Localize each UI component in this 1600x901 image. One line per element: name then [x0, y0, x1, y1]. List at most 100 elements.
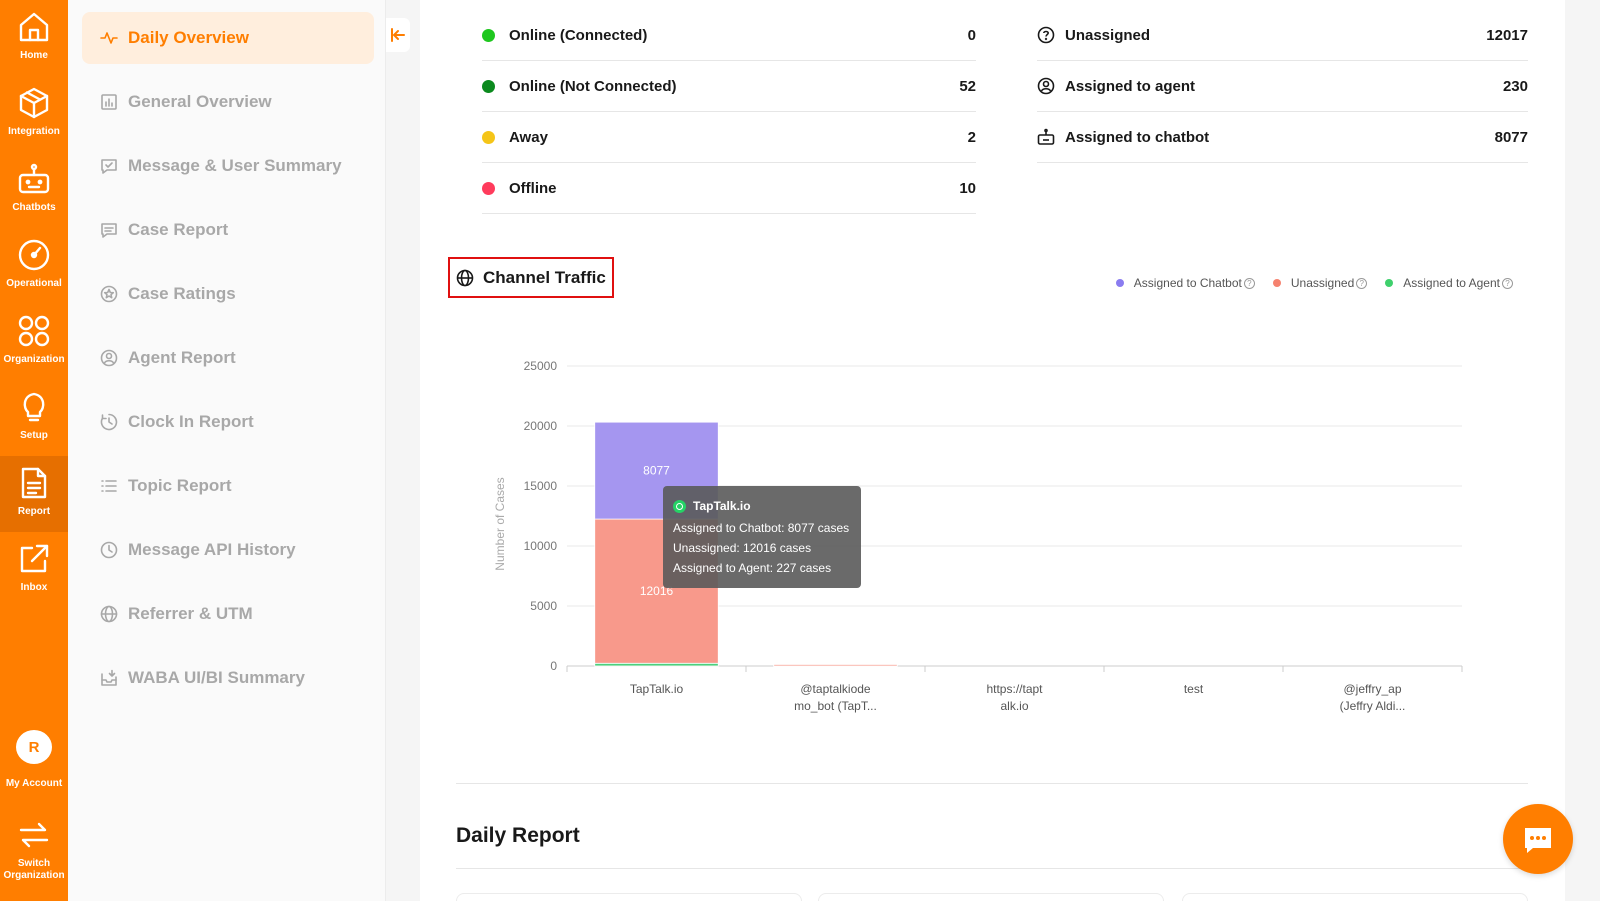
subnav-item-case-report[interactable]: Case Report	[82, 204, 374, 256]
clock-in-icon	[100, 413, 118, 431]
section-divider	[456, 783, 1528, 784]
rail-item-report[interactable]: Report	[0, 456, 68, 532]
message-lines-icon	[101, 223, 117, 238]
page-gutter	[1565, 0, 1600, 901]
subnav-item-label: Referrer & UTM	[128, 604, 253, 623]
legend-dot	[1272, 279, 1281, 287]
bar-segment	[594, 662, 719, 667]
rail-label: Inbox	[20, 582, 48, 593]
subnav-item-clock-in-report[interactable]: Clock In Report	[82, 396, 374, 448]
subnav-item-general-overview[interactable]: General Overview	[82, 76, 374, 128]
subnav-item-daily-overview[interactable]: Daily Overview	[82, 12, 374, 64]
switch-label-line1: Switch	[17, 858, 51, 869]
rail-item-integration[interactable]: Integration	[0, 76, 68, 152]
main-content: Online (Connected) 0 Online (Not Connect…	[420, 0, 1565, 901]
legend-item-agent[interactable]: Assigned to Agent ?	[1385, 276, 1513, 290]
status-label: Online (Connected)	[509, 26, 648, 44]
y-tick-label: 0	[550, 659, 557, 673]
data-label: 8077	[643, 464, 670, 478]
switch-label-line2: Organization	[3, 870, 65, 881]
rail-item-setup[interactable]: Setup	[0, 380, 68, 456]
daily-report-card	[1182, 893, 1528, 901]
rail-label: My Account	[5, 778, 63, 789]
case-status-assigned-agent: Assigned to agent 230	[1037, 61, 1528, 112]
robot-icon	[1037, 128, 1055, 145]
rail-item-organization[interactable]: Organization	[0, 304, 68, 380]
tooltip-line: Unassigned: 12016 cases	[673, 541, 812, 555]
status-label: Offline	[509, 179, 557, 197]
help-icon[interactable]: ?	[1356, 277, 1368, 289]
subnav-item-label: Case Report	[128, 220, 229, 239]
tooltip-title: TapTalk.io	[693, 499, 751, 513]
subnav-item-label: Clock In Report	[128, 412, 254, 431]
inbox-download-icon	[101, 669, 117, 686]
switch-arrows-icon	[19, 822, 49, 848]
external-link-icon	[20, 544, 49, 573]
rail-label: Switch Organization	[3, 858, 64, 882]
clock-icon	[100, 541, 118, 559]
bar-chart-icon	[101, 94, 117, 110]
case-status-value: 12017	[1486, 26, 1528, 44]
agent-status-away: Away 2	[482, 112, 976, 163]
legend-item-chatbot[interactable]: Assigned to Chatbot ?	[1115, 276, 1255, 290]
channel-traffic-title-text: Channel Traffic	[483, 268, 606, 287]
grid-circles-icon	[18, 315, 50, 347]
status-label: Online (Not Connected)	[509, 77, 677, 95]
subnav-item-topic-report[interactable]: Topic Report	[82, 460, 374, 512]
rail-label: Integration	[8, 126, 60, 137]
subnav-item-label: Case Ratings	[128, 284, 236, 303]
subnav-item-message-user-summary[interactable]: Message & User Summary	[82, 140, 374, 192]
subnav-item-case-ratings[interactable]: Case Ratings	[82, 268, 374, 320]
daily-report-card	[456, 893, 802, 901]
y-tick-label: 5000	[530, 599, 557, 613]
case-status-unassigned: Unassigned 12017	[1037, 10, 1528, 61]
status-dot	[482, 79, 495, 93]
x-tick-label: (Jeffry Aldi...	[1340, 699, 1406, 713]
subnav-item-label: General Overview	[128, 92, 272, 111]
globe-icon	[100, 605, 118, 623]
y-axis-label: Number of Cases	[493, 477, 507, 570]
daily-report-card	[818, 893, 1164, 901]
rail-label: Operational	[6, 278, 62, 289]
rail-item-operational[interactable]: Operational	[0, 228, 68, 304]
legend-item-unassigned[interactable]: Unassigned ?	[1272, 276, 1368, 290]
chart-legend: Assigned to Chatbot ? Unassigned ? Assig…	[1098, 276, 1513, 290]
collapse-left-icon	[391, 28, 405, 42]
case-status-value: 230	[1502, 77, 1528, 95]
subnav-item-agent-report[interactable]: Agent Report	[82, 332, 374, 384]
help-icon[interactable]: ?	[1243, 277, 1255, 289]
status-label: Away	[509, 128, 548, 146]
chat-bubble-icon	[1525, 828, 1551, 853]
agent-status-offline: Offline 10	[482, 163, 976, 214]
message-check-icon	[101, 159, 117, 174]
rail-label: Organization	[3, 354, 65, 365]
case-status-label: Unassigned	[1065, 26, 1151, 44]
rail-item-switch-organization[interactable]: Switch Organization	[0, 808, 68, 901]
gauge-icon	[18, 239, 50, 271]
collapse-sidebar-button[interactable]	[386, 18, 410, 52]
status-value: 10	[959, 179, 976, 197]
x-tick-label: mo_bot (TapT...	[794, 699, 877, 713]
globe-icon	[456, 269, 474, 287]
subnav-item-referrer-utm[interactable]: Referrer & UTM	[82, 588, 374, 640]
subnav-item-label: Message & User Summary	[128, 156, 342, 175]
legend-label: Assigned to Agent	[1403, 276, 1500, 290]
tooltip-line: Assigned to Chatbot: 8077 cases	[673, 521, 850, 535]
rail-item-my-account[interactable]: R My Account	[0, 720, 68, 790]
subnav-item-waba-summary[interactable]: WABA UI/BI Summary	[82, 652, 374, 704]
y-tick-label: 15000	[524, 479, 558, 493]
help-icon[interactable]: ?	[1502, 277, 1513, 289]
status-value: 0	[967, 26, 976, 44]
highlight-box	[448, 257, 614, 298]
rail-item-inbox[interactable]: Inbox	[0, 532, 68, 608]
chat-widget-button[interactable]	[1503, 804, 1573, 874]
rail-item-chatbots[interactable]: Chatbots	[0, 152, 68, 228]
x-tick-label: @taptalkiode	[800, 682, 871, 696]
rail-item-home[interactable]: Home	[0, 0, 68, 76]
subnav-item-message-api-history[interactable]: Message API History	[82, 524, 374, 576]
daily-report-title: Daily Report	[456, 824, 580, 847]
y-tick-label: 10000	[524, 539, 558, 553]
whatsapp-icon	[673, 499, 686, 513]
status-dot	[482, 130, 495, 144]
legend-dot	[1115, 279, 1124, 287]
